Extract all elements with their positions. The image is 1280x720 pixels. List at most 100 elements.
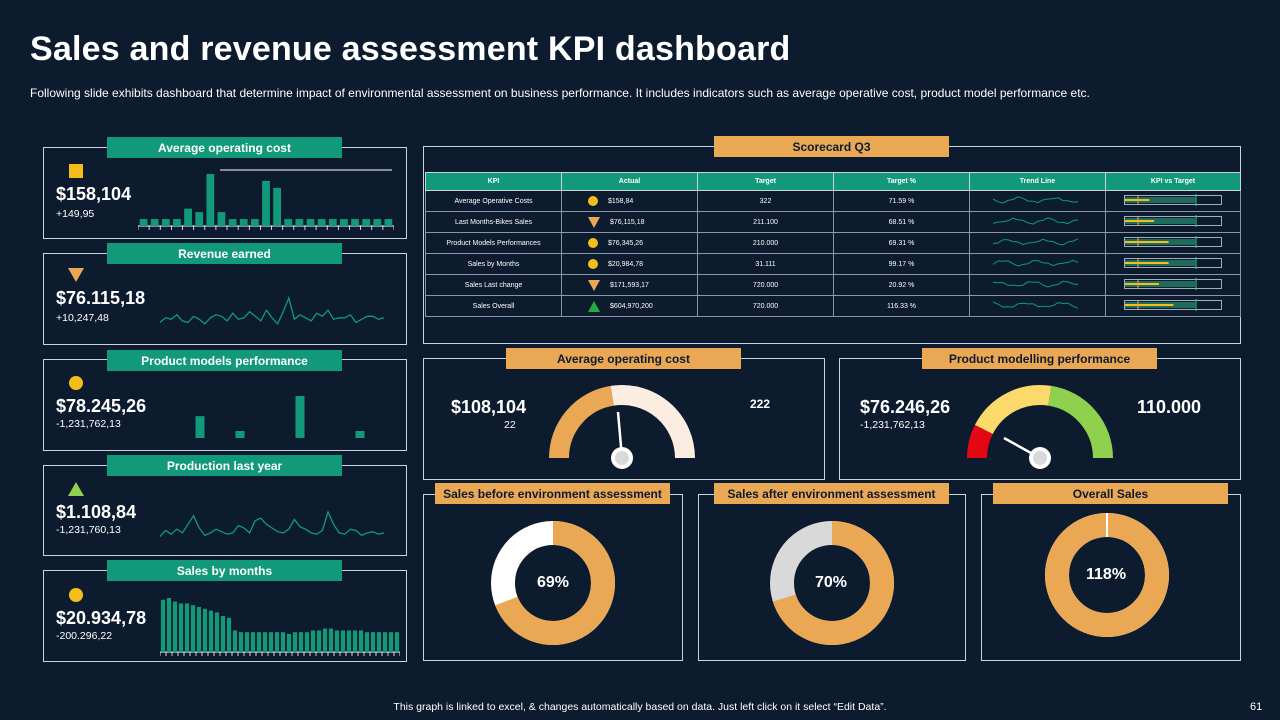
bar: [150, 219, 159, 226]
triangle-down-icon: [588, 216, 600, 228]
kpi-vs-target-cell: [1105, 274, 1241, 296]
kpi-card-title: Revenue earned: [107, 243, 342, 264]
kpi-vs-target-bar: [1124, 278, 1222, 290]
bar: [340, 219, 348, 226]
bar: [364, 632, 370, 652]
trend-sparkline: [992, 280, 1078, 288]
bar: [217, 212, 226, 226]
bar: [161, 219, 170, 226]
target-pct: 69.31 %: [833, 232, 970, 254]
circle-icon: [69, 588, 83, 602]
mini-bar-chart: [195, 396, 365, 438]
trend-sparkline: [992, 217, 1078, 225]
target-value: 210.000: [697, 232, 834, 254]
bar: [273, 187, 282, 226]
donut-title: Sales before environment assessment: [435, 483, 670, 504]
gauge-chart: [549, 385, 695, 469]
bar: [334, 630, 340, 652]
actual-value: $171,593,17: [610, 281, 649, 289]
column-header: KPI vs Target: [1105, 172, 1241, 191]
kpi-card-title: Sales by months: [107, 560, 342, 581]
mini-line-chart: [160, 296, 384, 326]
gauge-chart: [967, 385, 1113, 469]
gauge-value-arc: [549, 385, 615, 459]
column-header: KPI: [425, 172, 562, 191]
bar: [268, 632, 274, 652]
donut-value-arc: [491, 521, 615, 645]
bar: [310, 630, 316, 652]
triangle-up-icon: [588, 300, 600, 312]
bar: [238, 632, 244, 652]
circle-icon: [588, 238, 598, 248]
bar: [388, 632, 394, 652]
sparkline-path: [992, 217, 1078, 225]
bar: [394, 632, 400, 652]
bar: [178, 603, 184, 652]
donut-label: 118%: [1086, 566, 1127, 583]
kpi-value: $20.934,78: [56, 608, 147, 628]
gauge-title: Average operating cost: [506, 348, 741, 369]
donut-chart: [770, 521, 894, 645]
bar: [195, 416, 205, 438]
trend-line-cell: [969, 190, 1106, 212]
actual-value: $76,345,26: [608, 239, 644, 247]
scorecard-header-row: KPI Actual Target Target % Trend Line KP…: [425, 172, 1241, 191]
circle-icon: [69, 376, 83, 390]
kpi-bar-actual: [1125, 283, 1159, 285]
circle-icon: [588, 196, 598, 206]
kpi-bar-actual: [1125, 199, 1150, 201]
actual-value: $158,84: [608, 197, 634, 205]
bar: [316, 630, 322, 652]
kpi-vs-target-cell: [1105, 190, 1241, 212]
scorecard-row[interactable]: Sales Last change $171,593,17 720.000 20.92…: [425, 274, 1241, 296]
bar: [195, 212, 204, 226]
kpi-bar-actual: [1125, 262, 1169, 264]
actual-cell: $158,84: [561, 190, 698, 212]
bar: [351, 219, 359, 226]
bar: [328, 219, 337, 226]
bar: [244, 632, 250, 652]
kpi-bar-actual: [1125, 220, 1155, 222]
bar: [376, 632, 382, 652]
donut-chart: [491, 521, 615, 645]
scorecard-row[interactable]: Average Operative Costs $158,84 322 71.59 %: [425, 190, 1241, 212]
trend-line-cell: [969, 211, 1106, 233]
trend-sparkline: [992, 196, 1078, 204]
target-value: 720.000: [697, 274, 834, 296]
kpi-vs-target-cell: [1105, 253, 1241, 275]
scorecard-row[interactable]: Sales Overall $604,970,200 720.000 116.33 %: [425, 295, 1241, 317]
kpi-name: Product Models Performances: [425, 232, 562, 254]
bar: [173, 219, 181, 226]
sparkline-path: [992, 301, 1078, 309]
gauge-hub-inner: [615, 451, 629, 465]
gauge-sub: 22: [504, 419, 516, 431]
bar: [206, 174, 215, 226]
bar: [280, 632, 286, 652]
scorecard-row[interactable]: Last Months-Bikes Sales $76,115,18 211.100…: [425, 211, 1241, 233]
bar: [250, 219, 259, 226]
bar: [317, 219, 326, 226]
gauge-max-label: 222: [750, 397, 771, 411]
trend-line-cell: [969, 274, 1106, 296]
kpi-name: Sales by Months: [425, 253, 562, 275]
sparkline-path: [992, 196, 1078, 204]
mini-line-chart: [160, 510, 384, 538]
scorecard-row[interactable]: Sales by Months $20,984,78 31.111 99.17 %: [425, 253, 1241, 275]
bar: [226, 617, 232, 652]
actual-cell: $20,984,78: [561, 253, 698, 275]
bar: [292, 632, 298, 652]
donut-title: Sales after environment assessment: [714, 483, 949, 504]
target-pct: 68.51 %: [833, 211, 970, 233]
trend-sparkline: [992, 238, 1078, 246]
bar: [340, 630, 346, 652]
bar: [160, 599, 166, 652]
bar: [382, 632, 388, 652]
actual-cell: $76,345,26: [561, 232, 698, 254]
kpi-delta: +10,247,48: [56, 312, 109, 324]
scorecard-row[interactable]: Product Models Performances $76,345,26 210…: [425, 232, 1241, 254]
kpi-vs-target-bar: [1124, 215, 1222, 227]
bar: [304, 632, 310, 652]
column-header: Target %: [833, 172, 970, 191]
donut-value-arc: [770, 521, 894, 645]
target-value: 322: [697, 190, 834, 212]
